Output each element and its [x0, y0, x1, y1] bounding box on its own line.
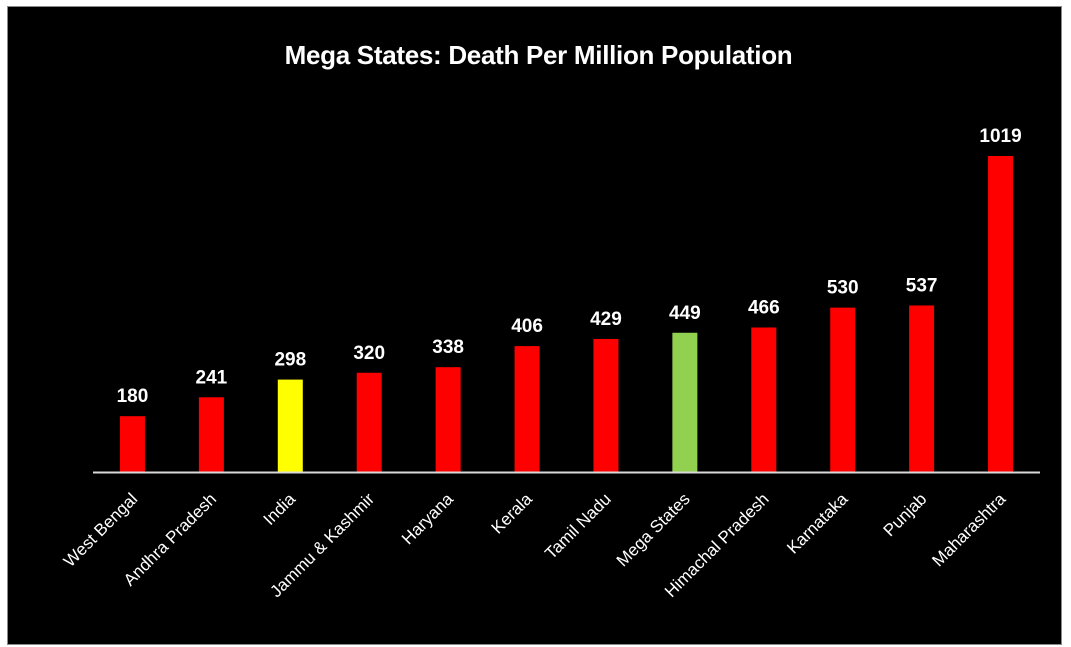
bar-himachal-pradesh — [751, 327, 777, 472]
category-label: Punjab — [880, 489, 931, 540]
bar-andhra-pradesh — [198, 397, 224, 472]
bars-group — [119, 156, 1014, 472]
bar-tamil-nadu — [593, 338, 619, 472]
value-label: 1019 — [979, 126, 1021, 147]
bar-haryana — [435, 367, 461, 472]
category-label: Haryana — [398, 489, 457, 548]
category-label: Kerala — [488, 489, 537, 538]
chart-frame — [7, 6, 1062, 645]
bar-karnataka — [830, 307, 856, 472]
value-label: 338 — [432, 337, 464, 358]
value-label: 241 — [196, 367, 228, 388]
bar-kerala — [514, 346, 540, 472]
value-label: 530 — [827, 278, 859, 299]
value-label: 537 — [906, 275, 938, 296]
bar-west-bengal — [119, 416, 145, 472]
value-label: 298 — [274, 350, 306, 371]
bar-mega-states — [672, 332, 698, 472]
bar-jammu-kashmir — [356, 372, 382, 472]
value-label: 180 — [117, 386, 149, 407]
category-label: Karnataka — [783, 489, 852, 558]
bar-maharashtra — [988, 156, 1014, 472]
value-label: 449 — [669, 303, 701, 324]
value-label: 406 — [511, 316, 543, 337]
category-label: India — [260, 489, 300, 529]
category-label: Mega States — [613, 489, 694, 570]
value-label: 429 — [590, 309, 622, 330]
category-label: Maharashtra — [928, 489, 1009, 570]
category-label: West Bengal — [60, 489, 141, 570]
value-label: 466 — [748, 297, 780, 318]
bar-punjab — [909, 305, 935, 472]
bar-india — [277, 379, 303, 472]
value-label: 320 — [353, 343, 385, 364]
value-labels-group: 180 241 298 320 338 406 429 449 466 530 537 1019 — [117, 126, 1022, 407]
chart-title: Mega States: Death Per Million Populatio… — [284, 40, 793, 70]
category-label: Tamil Nadu — [541, 489, 615, 563]
